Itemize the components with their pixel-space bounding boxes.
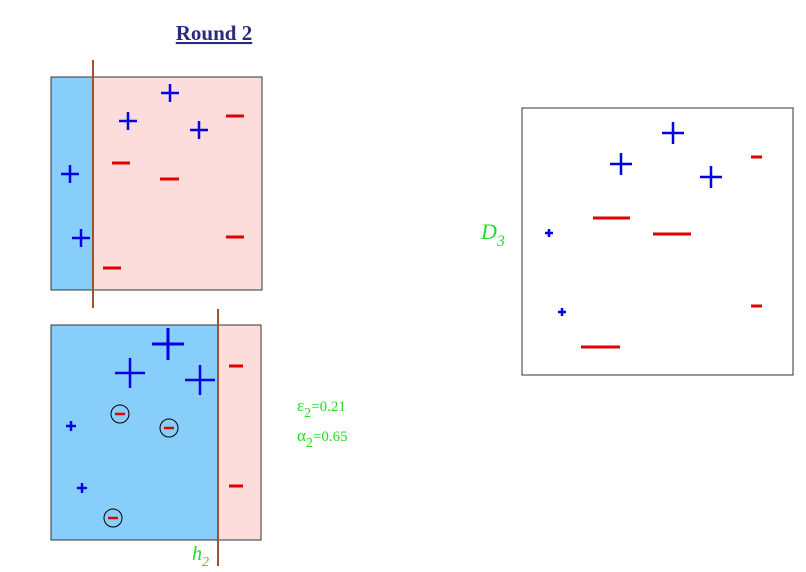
bottom-panel <box>50 309 262 566</box>
top-panel <box>50 60 263 308</box>
plus-marker-large <box>185 365 215 395</box>
plus-marker-small <box>77 483 87 493</box>
top-region-positive <box>51 77 93 290</box>
bottom-panel-frame <box>50 324 262 541</box>
plus-marker <box>72 229 90 247</box>
bottom-region-negative <box>218 325 261 540</box>
circled-minus-marker <box>103 508 123 528</box>
plus-marker-large <box>115 358 145 388</box>
right-panel <box>521 107 794 376</box>
plus-marker <box>700 166 722 188</box>
plus-marker-large <box>152 328 184 360</box>
circled-minus-marker <box>110 404 130 424</box>
plus-marker <box>190 121 208 139</box>
right-panel-frame <box>521 107 794 376</box>
error-annotation: ε2=0.21 <box>297 396 346 421</box>
stump-label: h2 <box>192 543 209 570</box>
top-panel-frame <box>50 76 263 291</box>
round-title: Round 2 <box>176 21 252 45</box>
circled-minus-marker <box>159 418 179 438</box>
plus-marker-small <box>66 421 76 431</box>
alpha-annotation: α2=0.65 <box>297 426 348 451</box>
plus-marker <box>610 153 632 175</box>
plus-marker <box>662 122 684 144</box>
plus-marker-small <box>558 308 566 316</box>
distribution-label: D3 <box>480 219 505 250</box>
plus-marker <box>119 112 137 130</box>
plus-marker <box>61 165 79 183</box>
bottom-region-positive <box>51 325 218 540</box>
plus-marker-small <box>545 229 553 237</box>
top-region-negative <box>93 77 262 290</box>
plus-marker <box>161 84 179 102</box>
